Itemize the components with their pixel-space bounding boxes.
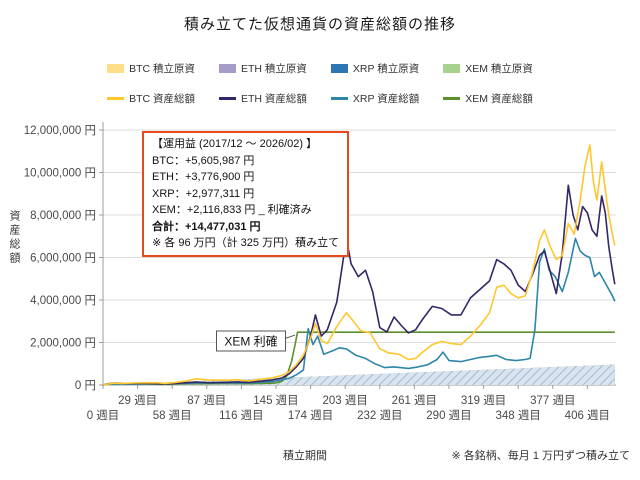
x-tick-label: 348 週目 xyxy=(495,409,540,422)
legend-item-xrp-total: XRP 資産総額 xyxy=(330,91,420,106)
line-xrp-total xyxy=(102,237,616,386)
legend-label: BTC 積立原資 xyxy=(129,63,195,75)
legend-row-total: BTC 資産総額 ETH 資産総額 XRP 資産総額 XEM 資産総額 xyxy=(0,91,640,106)
x-tick-label: 116 週目 xyxy=(219,409,264,422)
legend-label: XEM 資産総額 xyxy=(465,93,533,105)
y-tick-label: 10,000,000 円 xyxy=(24,168,96,180)
x-tick-label: 203 週目 xyxy=(322,394,367,407)
line-eth-total xyxy=(102,184,616,386)
xem-principal-swatch-icon xyxy=(443,64,461,73)
x-axis-title: 積立期間 xyxy=(283,450,327,462)
chart-title: 積み立てた仮想通貨の資産総額の推移 xyxy=(183,16,456,33)
legend-item-xem-total: XEM 資産総額 xyxy=(443,91,533,106)
y-tick-label: 12,000,000 円 xyxy=(24,125,96,137)
annotation-note: ※ 各 96 万円（計 325 万円）積み立て xyxy=(152,237,340,249)
legend-label: ETH 積立原資 xyxy=(241,63,307,75)
line-btc-total xyxy=(102,144,616,386)
x-tick-label: 174 週目 xyxy=(288,409,333,422)
profit-annotation-box: 【運用益 (2017/12 ～ 2026/02) 】 BTC：+5,605,98… xyxy=(142,131,350,257)
legend-item-eth-principal: ETH 積立原資 xyxy=(219,61,307,76)
y-tick-label: 0 円 xyxy=(75,380,96,392)
x-tick-label: 0 週目 xyxy=(87,409,120,422)
eth-total-swatch-icon xyxy=(219,97,236,100)
xrp-principal-swatch-icon xyxy=(330,64,348,73)
legend-label: XRP 資産総額 xyxy=(352,93,420,105)
y-tick-label: 4,000,000 円 xyxy=(30,295,96,307)
x-tick-label: 319 週目 xyxy=(461,394,506,407)
x-tick-label: 377 週目 xyxy=(530,394,575,407)
area-xrp-principal xyxy=(103,364,615,385)
y-tick-label: 2,000,000 円 xyxy=(30,338,96,350)
btc-total-swatch-icon xyxy=(107,97,125,100)
legend-item-btc-total: BTC 資産総額 xyxy=(107,91,195,106)
legend-label: ETH 資産総額 xyxy=(241,93,307,105)
annotation-btc-profit: BTC：+5,605,987 円 xyxy=(152,154,255,167)
eth-principal-swatch-icon xyxy=(219,64,236,73)
xrp-total-swatch-icon xyxy=(330,97,348,100)
x-tick-label: 406 週目 xyxy=(565,409,610,422)
y-tick-label: 8,000,000 円 xyxy=(30,210,96,222)
x-tick-label: 58 週目 xyxy=(153,409,192,422)
legend-item-btc-principal: BTC 積立原資 xyxy=(107,61,195,76)
annotation-xem-profit: XEM：+2,116,833 円 _ 利確済み xyxy=(152,204,312,216)
legend-item-xrp-principal: XRP 積立原資 xyxy=(330,61,420,76)
legend-item-eth-total: ETH 資産総額 xyxy=(219,91,307,106)
legend-label: XRP 積立原資 xyxy=(352,63,420,75)
x-tick-label: 290 週目 xyxy=(426,409,471,422)
x-tick-label: 145 週目 xyxy=(253,394,298,407)
legend-label: XEM 積立原資 xyxy=(465,63,533,75)
x-tick-label: 29 週目 xyxy=(118,394,157,407)
x-tick-label: 261 週目 xyxy=(392,394,437,407)
annotation-total-profit: 合計：+14,477,031 円 xyxy=(152,220,261,233)
monthly-accumulation-note: ※ 各銘柄、毎月 1 万円ずつ積み立て xyxy=(451,450,630,462)
xem-total-swatch-icon xyxy=(443,97,461,100)
y-axis-title: 資産総額 xyxy=(8,210,20,266)
y-tick-label: 6,000,000 円 xyxy=(30,253,96,265)
btc-principal-swatch-icon xyxy=(107,64,125,73)
x-tick-label: 87 週目 xyxy=(187,394,226,407)
legend-item-xem-principal: XEM 積立原資 xyxy=(443,61,533,76)
annotation-header: 【運用益 (2017/12 ～ 2026/02) 】 xyxy=(152,138,318,150)
annotation-xrp-profit: XRP：+2,977,311 円 xyxy=(152,187,255,200)
annotation-eth-profit: ETH：+3,776,900 円 xyxy=(152,171,255,183)
legend-label: BTC 資産総額 xyxy=(129,93,195,105)
x-tick-label: 232 週目 xyxy=(357,409,402,422)
xem-profit-taking-callout: XEM 利確 xyxy=(216,330,286,352)
legend-row-principal: BTC 積立原資 ETH 積立原資 XRP 積立原資 XEM 積立原資 xyxy=(0,61,640,76)
